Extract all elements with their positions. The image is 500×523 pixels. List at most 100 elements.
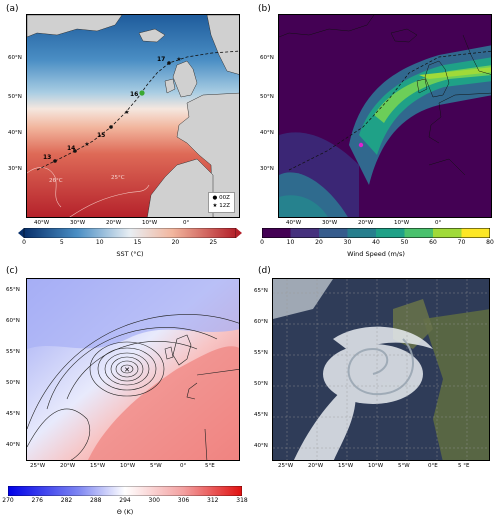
colorbar-tick-label: 20 bbox=[171, 239, 180, 246]
storm-center-marker: ✕ bbox=[124, 366, 130, 374]
track-point-16 bbox=[139, 90, 145, 96]
xtick: 5°W bbox=[398, 463, 410, 469]
britain-land bbox=[172, 60, 198, 98]
sst-colorbar bbox=[18, 228, 242, 238]
panel-a-label: (a) bbox=[6, 4, 19, 14]
xtick: 40°W bbox=[286, 220, 302, 226]
colorbar-tick-label: 50 bbox=[400, 239, 409, 246]
wind-map bbox=[278, 14, 492, 218]
isotherm-label-26: 26°C bbox=[49, 178, 63, 184]
ytick: 45°N bbox=[254, 412, 268, 418]
track-day-label: 14 bbox=[67, 145, 76, 152]
sst-field: ★ ★ ★ bbox=[27, 15, 239, 217]
ytick: 30°N bbox=[8, 166, 22, 172]
colorbar-tick-label: 300 bbox=[148, 497, 160, 504]
colorbar-tick-label: 70 bbox=[457, 239, 466, 246]
colorbar-tick-label: 60 bbox=[429, 239, 437, 246]
ytick: 40°N bbox=[6, 442, 20, 448]
track-points: ★ ★ ★ bbox=[53, 56, 182, 163]
wind-colorbar-segment bbox=[376, 228, 405, 238]
europe-land bbox=[176, 92, 239, 217]
track-point-00z bbox=[73, 149, 77, 153]
xtick: 5°W bbox=[150, 463, 162, 469]
ytick: 40°N bbox=[8, 130, 22, 136]
ytick: 55°N bbox=[254, 350, 268, 356]
sst-colorbar-label: SST (°C) bbox=[116, 250, 144, 258]
track-point-12z: ★ bbox=[176, 56, 181, 63]
xtick: 10°W bbox=[120, 463, 136, 469]
ytick: 45°N bbox=[6, 411, 20, 417]
track-point-12z: ★ bbox=[84, 141, 89, 148]
wind-colorbar-segment bbox=[347, 228, 376, 238]
isotherm-25 bbox=[69, 184, 150, 217]
colorbar-tick-label: 318 bbox=[236, 497, 248, 504]
satellite-scene bbox=[273, 279, 489, 460]
panel-c-label: (c) bbox=[6, 266, 18, 276]
ytick: 55°N bbox=[6, 349, 20, 355]
track-legend: ● 00Z ★ 12Z bbox=[207, 192, 235, 213]
colorbar-tick-label: 294 bbox=[119, 497, 131, 504]
xtick: 15°W bbox=[338, 463, 354, 469]
legend-marker-12z: ★ bbox=[212, 202, 218, 209]
map-a-yticks: 60°N bbox=[8, 55, 22, 62]
ireland-land bbox=[164, 78, 176, 94]
colorbar-tick-label: 40 bbox=[372, 239, 380, 246]
xtick: 30°W bbox=[322, 220, 338, 226]
colorbar-tick-label: 288 bbox=[90, 497, 102, 504]
ytick: 50°N bbox=[254, 381, 268, 387]
colorbar-tick-label: 30 bbox=[343, 239, 352, 246]
xtick: 20°W bbox=[106, 220, 122, 226]
ytick: 65°N bbox=[254, 288, 268, 294]
track-day-label: 15 bbox=[97, 132, 106, 139]
xtick: 10°W bbox=[368, 463, 384, 469]
track-point-12z: ★ bbox=[124, 109, 129, 116]
colorbar-tick-label: 306 bbox=[177, 497, 190, 504]
greenland-land bbox=[27, 15, 123, 38]
panel-b-label: (b) bbox=[258, 4, 271, 14]
storm-center-marker bbox=[358, 142, 364, 148]
ytick: 40°N bbox=[254, 443, 268, 449]
wind-field bbox=[279, 15, 491, 217]
wind-colorbar bbox=[262, 228, 490, 238]
isotherm-label-25: 25°C bbox=[111, 175, 125, 181]
wind-colorbar-segment bbox=[461, 228, 490, 238]
colorbar-tick-label: 0 bbox=[260, 239, 264, 246]
wind-colorbar-segment bbox=[433, 228, 462, 238]
xtick: 0° bbox=[183, 220, 190, 226]
ytick: 60°N bbox=[260, 55, 274, 61]
ytick: 30°N bbox=[260, 166, 274, 172]
ytick: 65°N bbox=[6, 287, 20, 293]
xtick: 20°W bbox=[358, 220, 374, 226]
track-point-00z bbox=[109, 125, 113, 129]
track-day-label: 17 bbox=[157, 56, 166, 63]
xtick: 5°E bbox=[205, 463, 215, 469]
colorbar-tick-label: 312 bbox=[207, 497, 219, 504]
xtick: 5 °E bbox=[458, 463, 470, 469]
satellite-image bbox=[272, 278, 490, 461]
ytick: 50°N bbox=[8, 94, 22, 100]
ytick: 50°N bbox=[6, 380, 20, 386]
colorbar-tick-label: 5 bbox=[59, 239, 64, 246]
xtick: 20°W bbox=[308, 463, 324, 469]
theta-colorbar bbox=[8, 486, 242, 496]
isotherm-26 bbox=[27, 167, 62, 208]
wind-colorbar-label: Wind Speed (m/s) bbox=[347, 250, 405, 258]
track-day-label: 16 bbox=[130, 91, 139, 98]
track-point-00z bbox=[53, 159, 57, 163]
xtick: 0° bbox=[435, 220, 442, 226]
xtick: 15°W bbox=[90, 463, 106, 469]
colorbar-tick-label: 20 bbox=[315, 239, 323, 246]
xtick: 0° bbox=[180, 463, 187, 469]
ytick: 40°N bbox=[260, 130, 274, 136]
ytick: 60°N bbox=[254, 319, 268, 325]
xtick: 10°W bbox=[142, 220, 158, 226]
legend-label-00z: 00Z bbox=[219, 195, 230, 202]
xtick: 40°W bbox=[34, 220, 50, 226]
xtick: 10°W bbox=[394, 220, 410, 226]
colorbar-tick-label: 276 bbox=[31, 497, 43, 504]
ytick: 60°N bbox=[6, 318, 20, 324]
scandinavia-land bbox=[206, 15, 239, 75]
xtick: 20°W bbox=[60, 463, 76, 469]
track-line bbox=[288, 50, 491, 171]
colorbar-tick-label: 80 bbox=[486, 239, 494, 246]
